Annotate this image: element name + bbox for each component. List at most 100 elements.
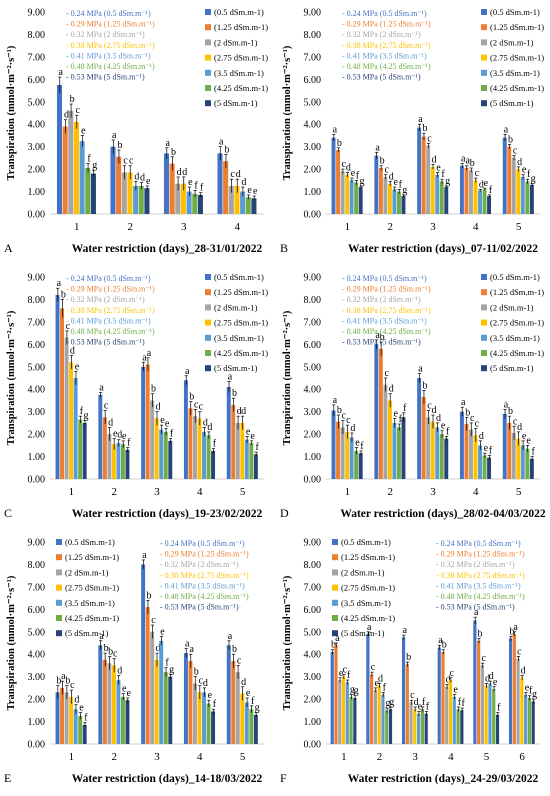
legend-label: (1.25 dSm.m-1) [214, 287, 268, 297]
legend-swatch [332, 630, 338, 637]
significance-letter: b [380, 156, 385, 167]
significance-letter: c [237, 655, 242, 666]
bar [336, 150, 341, 214]
legend-swatch [205, 69, 211, 76]
y-tick-label: 4.00 [28, 120, 46, 131]
significance-letter: d [70, 346, 75, 357]
significance-letter: a [504, 124, 509, 135]
bar [245, 197, 251, 214]
pressure-legend-entry: - 0.48 MPa (4.25 dSm.m⁻¹) [436, 592, 525, 601]
bar [150, 400, 155, 479]
bar [110, 146, 116, 214]
significance-letter: e [122, 431, 127, 442]
x-tick-label: 3 [412, 751, 418, 763]
y-tick-label: 3.00 [28, 407, 46, 418]
significance-letter: f [256, 442, 260, 453]
legend-swatch [332, 584, 338, 591]
legend-label: (3.5 dSm.m-1) [490, 68, 540, 78]
bar [56, 84, 63, 214]
legend-label: (3.5 dSm.m-1) [214, 333, 264, 343]
panel-letter: E [4, 771, 11, 785]
bar [145, 607, 150, 744]
y-tick-label: 5.00 [304, 362, 322, 373]
pressure-legend-entry: - 0.41 MPa (3.5 dSm.m⁻¹) [342, 51, 427, 60]
bar [401, 417, 406, 479]
significance-letter: b [108, 646, 113, 657]
pressure-legend-entry: - 0.41 MPa (3.5 dSm.m⁻¹) [66, 316, 151, 325]
bar [387, 400, 392, 479]
legend-swatch [481, 9, 487, 15]
legend-swatch [56, 599, 62, 606]
chart-panel-c: Transpiration (mmol·m⁻²·s⁻¹) 0.00 1.00 2.00… [4, 272, 268, 520]
significance-letter: d [432, 405, 437, 416]
significance-letter: b [477, 629, 482, 640]
significance-letter: f [347, 670, 351, 681]
legend-label: (0.5 dSm.m-1) [341, 537, 391, 547]
legend-swatch [205, 100, 211, 107]
y-tick-label: 5.00 [28, 97, 46, 108]
pressure-legend-entry: - 0.38 MPa (2.75 dSm.m⁻¹) [436, 571, 525, 580]
legend-swatch [481, 334, 487, 341]
bar [127, 172, 133, 214]
bar [531, 701, 535, 744]
bar [525, 448, 530, 479]
bar [401, 637, 406, 744]
legend-label: (2 dSm.m-1) [490, 37, 534, 47]
x-tick-label: 6 [519, 751, 525, 763]
bar [64, 337, 69, 479]
bar [340, 427, 345, 479]
x-axis-label: Water restriction (days)_24-29/03/2022 [348, 773, 539, 785]
x-tick-label: 2 [387, 486, 393, 498]
bar [121, 172, 127, 214]
y-tick-label: 0.00 [28, 210, 46, 221]
significance-letter: a [513, 622, 518, 633]
bar [387, 183, 392, 214]
significance-letter: c [517, 646, 522, 657]
y-tick-label: 2.00 [28, 165, 46, 176]
significance-letter: f [170, 429, 174, 440]
bar [206, 435, 211, 479]
significance-letter: c [104, 401, 109, 412]
legend-swatch [332, 554, 338, 561]
significance-letter: b [442, 640, 447, 651]
y-tick-label: 3.00 [28, 672, 46, 683]
bar [520, 445, 525, 479]
legend-label: (4.25 dSm.m-1) [65, 613, 119, 623]
significance-letter: f [165, 658, 169, 669]
y-tick-label: 6.00 [28, 75, 46, 86]
significance-letter: e [393, 408, 398, 419]
significance-letter: d [182, 167, 187, 178]
significance-letter: d [432, 155, 437, 166]
bar [175, 183, 181, 214]
chart-panel-d: Transpiration (mmol·m⁻²·s⁻¹) 0.00 1.00 2.00… [280, 272, 546, 520]
significance-letter: b [331, 640, 336, 651]
pressure-legend-entry: - 0.48 MPa (4.25 dSm.m⁻¹) [160, 592, 249, 601]
significance-letter: a [333, 395, 338, 406]
significance-letter: f [251, 696, 255, 707]
bar [240, 422, 245, 479]
legend-label: (2.75 dSm.m-1) [65, 583, 119, 593]
significance-letter: f [383, 682, 387, 693]
bar [492, 689, 496, 744]
y-tick-label: 7.00 [304, 582, 322, 593]
significance-letter: g [445, 176, 450, 187]
x-tick-label: 4 [235, 221, 241, 233]
pressure-legend-entry: - 0.41 MPa (3.5 dSm.m⁻¹) [66, 51, 151, 60]
x-axis-label: Water restriction (days)_07-11/02/2022 [348, 243, 538, 255]
bar [163, 672, 168, 744]
bar [374, 155, 379, 214]
significance-letter: e [246, 688, 251, 699]
significance-letter: g [532, 689, 537, 700]
bar [340, 171, 345, 214]
pressure-legend-entry: - 0.41 MPa (3.5 dSm.m⁻¹) [342, 316, 427, 325]
y-tick-label: 7.00 [28, 52, 46, 63]
significance-letter: d [479, 431, 484, 442]
bar [79, 141, 85, 214]
bar [244, 439, 249, 479]
bar [138, 185, 144, 214]
y-tick-label: 8.00 [304, 30, 322, 41]
bar [240, 693, 245, 744]
bar [116, 680, 121, 744]
significance-letter: c [427, 133, 432, 144]
significance-letter: f [356, 170, 360, 181]
